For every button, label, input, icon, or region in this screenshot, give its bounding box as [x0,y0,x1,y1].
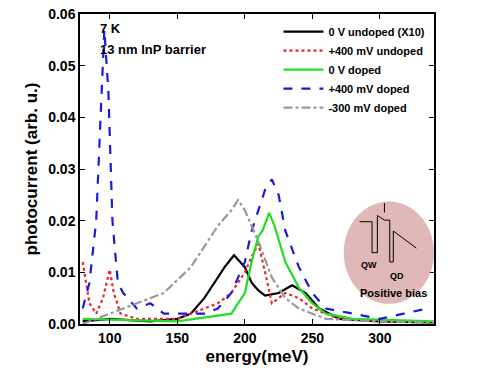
svg-text:0.02: 0.02 [48,213,75,229]
svg-text:150: 150 [166,330,190,346]
svg-text:0.06: 0.06 [48,6,75,22]
svg-text:0.05: 0.05 [48,58,75,74]
svg-text:Positive bias: Positive bias [360,287,427,299]
svg-text:0.01: 0.01 [48,264,75,280]
svg-text:7 K: 7 K [100,21,121,36]
svg-text:100: 100 [98,330,122,346]
svg-text:300: 300 [368,330,392,346]
svg-text:0 V undoped (X10): 0 V undoped (X10) [328,26,424,38]
svg-text:0.00: 0.00 [48,316,75,332]
svg-text:photocurrent (arb. u.): photocurrent (arb. u.) [22,83,41,256]
svg-text:+400 mV undoped: +400 mV undoped [328,45,422,57]
svg-text:QW: QW [361,260,377,270]
svg-text:200: 200 [233,330,257,346]
svg-text:13 nm InP barrier: 13 nm InP barrier [100,42,206,57]
svg-text:250: 250 [301,330,325,346]
svg-text:+400 mV doped: +400 mV doped [328,83,409,95]
svg-text:energy(meV): energy(meV) [206,347,309,366]
svg-text:QD: QD [390,271,404,281]
svg-text:-300 mV doped: -300 mV doped [328,102,406,114]
svg-text:0 V doped: 0 V doped [328,64,381,76]
svg-text:0.03: 0.03 [48,161,75,177]
svg-text:0.04: 0.04 [48,109,75,125]
